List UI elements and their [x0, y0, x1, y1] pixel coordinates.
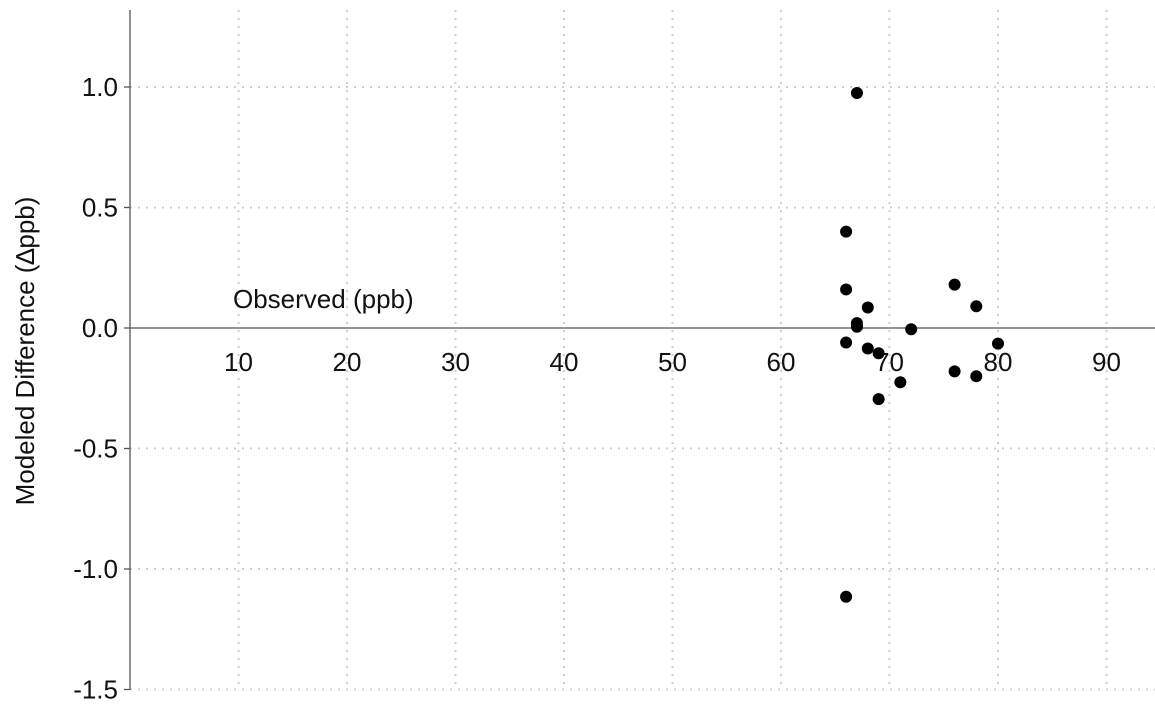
data-points	[840, 87, 1004, 603]
data-point	[861, 342, 874, 355]
grid-lines	[130, 10, 1155, 691]
tick-labels: 1.00.50.0-0.5-1.0-1.510 20 30 40 50 60 70 80 90	[73, 72, 1121, 704]
data-point	[970, 370, 983, 383]
data-point	[948, 365, 961, 378]
data-point	[872, 347, 885, 360]
data-point	[992, 337, 1004, 350]
data-point	[861, 301, 874, 314]
x-axis-title: Observed (ppb)	[233, 284, 414, 314]
x-tick-label: 60	[767, 347, 796, 377]
x-tick-label: 80	[984, 347, 1013, 377]
y-tick-label: 1.0	[82, 72, 118, 102]
data-point	[850, 87, 863, 100]
data-point	[872, 393, 885, 406]
data-point	[840, 283, 853, 296]
data-point	[970, 300, 983, 313]
data-point	[840, 336, 853, 349]
y-tick-label: -0.5	[73, 434, 118, 464]
y-tick-label: 0.5	[82, 193, 118, 223]
x-tick-label: 20	[333, 347, 362, 377]
data-point	[894, 376, 907, 389]
y-tick-label: -1.5	[73, 675, 118, 704]
data-point	[905, 323, 918, 336]
data-point	[948, 278, 961, 291]
data-point	[850, 320, 863, 333]
axes	[124, 10, 1155, 691]
y-tick-label: -1.0	[73, 554, 118, 584]
x-tick-label: 90	[1092, 347, 1121, 377]
y-tick-label: 0.0	[82, 313, 118, 343]
x-tick-label: 40	[550, 347, 579, 377]
y-axis-title: Modeled Difference (∆ppb)	[10, 197, 40, 506]
x-tick-label: 50	[658, 347, 687, 377]
data-point	[840, 225, 853, 238]
x-tick-label: 10	[224, 347, 253, 377]
data-point	[840, 590, 853, 603]
x-tick-label: 30	[441, 347, 470, 377]
